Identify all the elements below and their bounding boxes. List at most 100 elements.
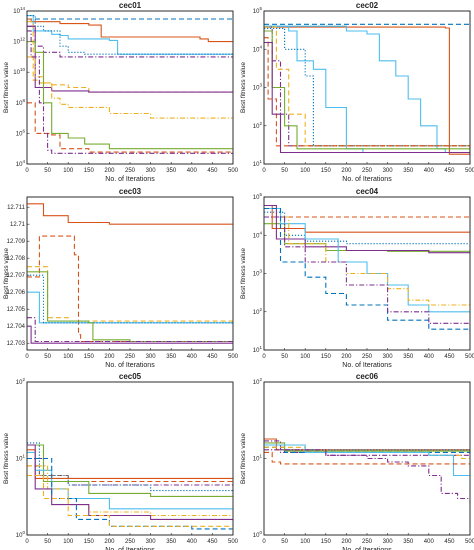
y-tick-label: 102	[253, 121, 263, 130]
series-group	[27, 15, 233, 154]
x-tick-label: 0	[25, 168, 29, 174]
series-line-7	[27, 25, 233, 93]
chart-panel-cec04: cec04 0 50 100 150 200 250 300 350 400 450 500 101 10…	[240, 187, 474, 369]
series-group	[27, 203, 233, 344]
x-axis-label: No. of Iterations	[105, 547, 155, 550]
x-axis-label: No. of Iterations	[105, 362, 155, 369]
chart-panel-cec02: cec02 0 50 100 150 200 250 300 350 400 450 500 101 10…	[240, 1, 474, 183]
y-tick-label: 101	[16, 454, 26, 463]
axes-border	[263, 10, 471, 165]
series-line-10	[27, 474, 233, 532]
x-tick-label: 500	[465, 354, 474, 360]
x-tick-label: 500	[228, 354, 239, 360]
y-tick-label: 104	[16, 159, 26, 168]
series-line-11	[27, 30, 233, 154]
x-tick-label: 200	[341, 539, 352, 545]
y-tick-label: 104	[253, 230, 263, 239]
axes-frame	[26, 196, 234, 351]
series-line-4	[27, 291, 233, 325]
x-tick-label: 500	[228, 539, 239, 545]
chart-panel-cec05: cec05 0 50 100 150 200 250 300 350 400 450 500 100 10…	[3, 372, 239, 550]
x-tick-label: 300	[383, 354, 394, 360]
series-line-7	[264, 444, 470, 489]
x-tick-label: 150	[321, 539, 332, 545]
series-group	[264, 23, 470, 156]
series-line-10	[27, 102, 233, 153]
x-tick-label: 400	[187, 539, 198, 545]
x-tick-label: 400	[187, 168, 198, 174]
y-tick-label: 12.709	[7, 239, 26, 245]
x-tick-label: 250	[125, 539, 136, 545]
x-tick-label: 150	[84, 354, 95, 360]
series-line-6	[27, 21, 233, 93]
y-tick-label: 106	[16, 128, 26, 137]
x-tick-label: 500	[465, 539, 474, 545]
y-tick-label: 1012	[13, 37, 25, 46]
x-tick-label: 300	[146, 168, 157, 174]
axes-border	[263, 196, 471, 351]
y-tick-label: 104	[253, 44, 263, 53]
x-axis-label: No. of Iterations	[342, 176, 392, 183]
x-tick-label: 250	[125, 354, 136, 360]
axes-border	[26, 196, 234, 351]
series-line-9	[27, 41, 233, 151]
series-line-6	[27, 271, 233, 343]
series-line-5	[264, 446, 470, 454]
x-tick-label: 250	[362, 354, 373, 360]
x-tick-label: 50	[44, 168, 51, 174]
y-tick-label: 102	[16, 377, 26, 386]
y-tick-label: 103	[253, 269, 263, 278]
x-tick-label: 450	[207, 539, 218, 545]
x-tick-label: 150	[84, 168, 95, 174]
x-tick-label: 200	[104, 539, 115, 545]
series-line-3	[264, 211, 470, 245]
series-line-7	[264, 27, 470, 154]
x-tick-label: 50	[44, 354, 51, 360]
x-tick-label: 100	[63, 168, 74, 174]
y-tick-label: 101	[253, 159, 263, 168]
chart-panel-cec01: cec01 0 50 100 150 200 250 300 350 400 450 500 104 10…	[3, 1, 239, 183]
series-line-5	[264, 204, 470, 254]
x-tick-label: 400	[424, 539, 435, 545]
y-tick-label: 101	[253, 454, 263, 463]
chart-title: cec02	[356, 1, 379, 10]
x-tick-label: 350	[166, 354, 177, 360]
x-axis-label: No. of Iterations	[342, 362, 392, 369]
x-tick-label: 50	[281, 539, 288, 545]
y-axis-label: Best fitness value	[3, 433, 10, 484]
y-tick-label: 102	[253, 377, 263, 386]
series-line-1	[27, 203, 233, 226]
y-axis-label: Best fitness value	[240, 62, 247, 113]
y-axis-label: Best fitness value	[3, 248, 10, 299]
x-tick-label: 100	[63, 539, 74, 545]
y-tick-label: 108	[16, 98, 26, 107]
y-tick-label: 12.71	[10, 222, 26, 228]
y-tick-label: 105	[253, 6, 263, 15]
series-line-5	[27, 274, 233, 325]
y-tick-label: 12.711	[7, 205, 26, 211]
x-tick-label: 200	[341, 354, 352, 360]
x-tick-label: 400	[424, 354, 435, 360]
x-tick-label: 250	[125, 168, 136, 174]
chart-title: cec04	[356, 187, 379, 196]
x-tick-label: 300	[383, 168, 394, 174]
x-tick-label: 150	[321, 168, 332, 174]
series-line-2	[264, 26, 470, 155]
chart-panel-cec06: cec06 0 50 100 150 200 250 300 350 400 450 500 100 10…	[240, 372, 474, 550]
y-tick-label: 12.707	[7, 273, 26, 279]
x-tick-label: 150	[321, 354, 332, 360]
series-line-3	[27, 15, 233, 55]
x-tick-label: 350	[166, 168, 177, 174]
y-tick-label: 12.703	[7, 341, 26, 347]
x-tick-label: 450	[444, 354, 455, 360]
series-line-3	[27, 266, 233, 322]
series-line-4	[264, 440, 470, 456]
x-tick-label: 0	[262, 354, 266, 360]
series-line-10	[264, 41, 470, 156]
x-tick-label: 300	[146, 539, 157, 545]
x-axis-label: No. of Iterations	[105, 176, 155, 183]
series-line-7	[27, 465, 233, 517]
series-line-9	[264, 216, 470, 339]
x-tick-label: 350	[403, 539, 414, 545]
